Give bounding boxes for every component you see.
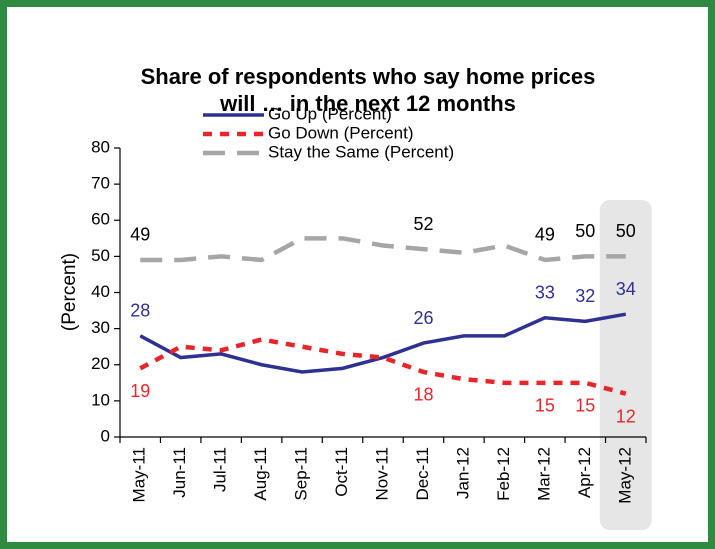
x-tick-label: May-11 — [130, 447, 149, 502]
y-tick-label: 10 — [91, 390, 110, 409]
chart-title: will … in the next 12 months — [219, 91, 516, 116]
x-tick-label: Sep-11 — [292, 447, 311, 501]
data-label: 32 — [575, 286, 595, 306]
data-label: 49 — [535, 225, 555, 245]
series-line — [139, 312, 627, 374]
data-label: 34 — [616, 279, 636, 299]
series-line — [139, 337, 627, 396]
data-label: 18 — [413, 385, 433, 405]
y-tick-label: 80 — [91, 137, 110, 156]
legend-label: Go Up (Percent) — [268, 104, 392, 123]
data-label: 15 — [575, 396, 595, 416]
x-tick-label: Aug-11 — [251, 447, 270, 501]
legend-label: Stay the Same (Percent) — [268, 142, 454, 161]
x-tick-label: Oct-11 — [332, 447, 351, 497]
data-label: 19 — [130, 381, 150, 401]
x-tick-label: Feb-12 — [494, 447, 513, 501]
x-tick-label: Jul-11 — [211, 447, 230, 492]
data-label: 33 — [535, 283, 555, 303]
x-tick-label: Jun-11 — [170, 447, 189, 498]
y-tick-label: 50 — [91, 246, 110, 265]
data-label: 50 — [616, 221, 636, 241]
y-tick-label: 30 — [91, 318, 110, 337]
highlight-band — [599, 200, 652, 530]
y-tick-label: 20 — [91, 354, 110, 373]
series-line — [140, 236, 626, 263]
x-tick-label: Nov-11 — [372, 447, 391, 501]
x-tick-label: Mar-12 — [534, 447, 553, 501]
y-tick-label: 60 — [91, 210, 110, 229]
data-label: 50 — [575, 221, 595, 241]
x-tick-label: Dec-11 — [413, 447, 432, 501]
data-label: 52 — [413, 214, 433, 234]
y-tick-label: 0 — [101, 426, 110, 445]
y-tick-label: 40 — [91, 282, 110, 301]
x-tick-label: Apr-12 — [575, 447, 594, 498]
data-label: 12 — [616, 406, 636, 426]
chart-title: Share of respondents who say home prices — [141, 64, 596, 89]
x-tick-label: May-12 — [615, 447, 634, 504]
data-label: 49 — [130, 225, 150, 245]
data-label: 15 — [535, 396, 555, 416]
legend-label: Go Down (Percent) — [268, 123, 414, 142]
data-label: 26 — [413, 308, 433, 328]
y-tick-label: 70 — [91, 174, 110, 193]
data-label: 28 — [130, 301, 150, 321]
x-tick-label: Jan-12 — [453, 447, 472, 499]
y-axis-title: (Percent) — [59, 253, 80, 331]
